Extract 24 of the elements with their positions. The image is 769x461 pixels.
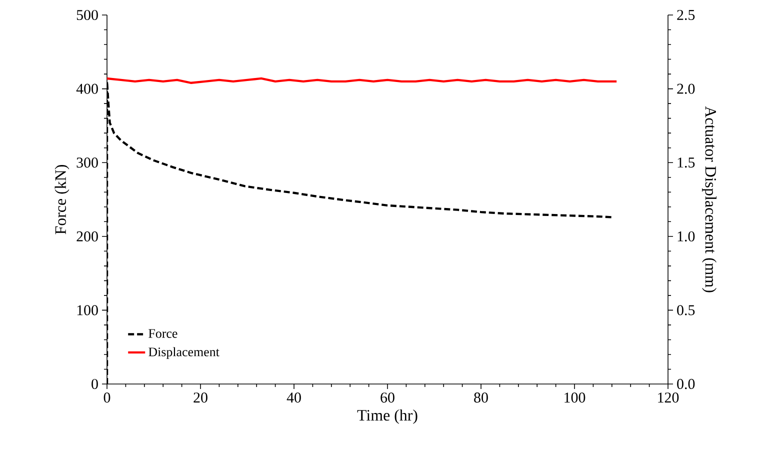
x-axis-title: Time (hr)	[357, 409, 418, 424]
x-tick-label: 20	[194, 392, 208, 403]
x-tick-label: 60	[380, 392, 394, 403]
y-tick-label: 300	[76, 158, 98, 168]
x-tick-label: 100	[564, 392, 586, 403]
x-tick-label: 40	[286, 392, 301, 403]
y2-axis-title: Actuator Displacement (mm)	[702, 106, 717, 292]
y2-tick-label: 0.0	[677, 378, 695, 390]
y-tick-label: 100	[77, 305, 98, 316]
legend-label: Force	[148, 329, 178, 338]
y2-tick-label: 0.5	[677, 305, 695, 316]
y2-tick-label: 1.5	[678, 158, 695, 168]
y-tick-label: 0	[92, 378, 98, 390]
y2-tick-label: 2.0	[677, 84, 695, 94]
y-tick-label: 400	[76, 84, 98, 94]
y2-tick-label: 2.5	[677, 10, 695, 20]
x-tick-label: 0	[104, 392, 110, 403]
y-tick-label: 200	[76, 231, 98, 242]
legend-label: Displacement	[148, 347, 220, 359]
y-tick-label: 500	[76, 10, 98, 20]
y-axis-title: Force (kN)	[54, 165, 70, 234]
x-tick-label: 120	[658, 392, 679, 403]
x-tick-label: 80	[474, 392, 488, 403]
y2-tick-label: 1.0	[678, 231, 695, 242]
